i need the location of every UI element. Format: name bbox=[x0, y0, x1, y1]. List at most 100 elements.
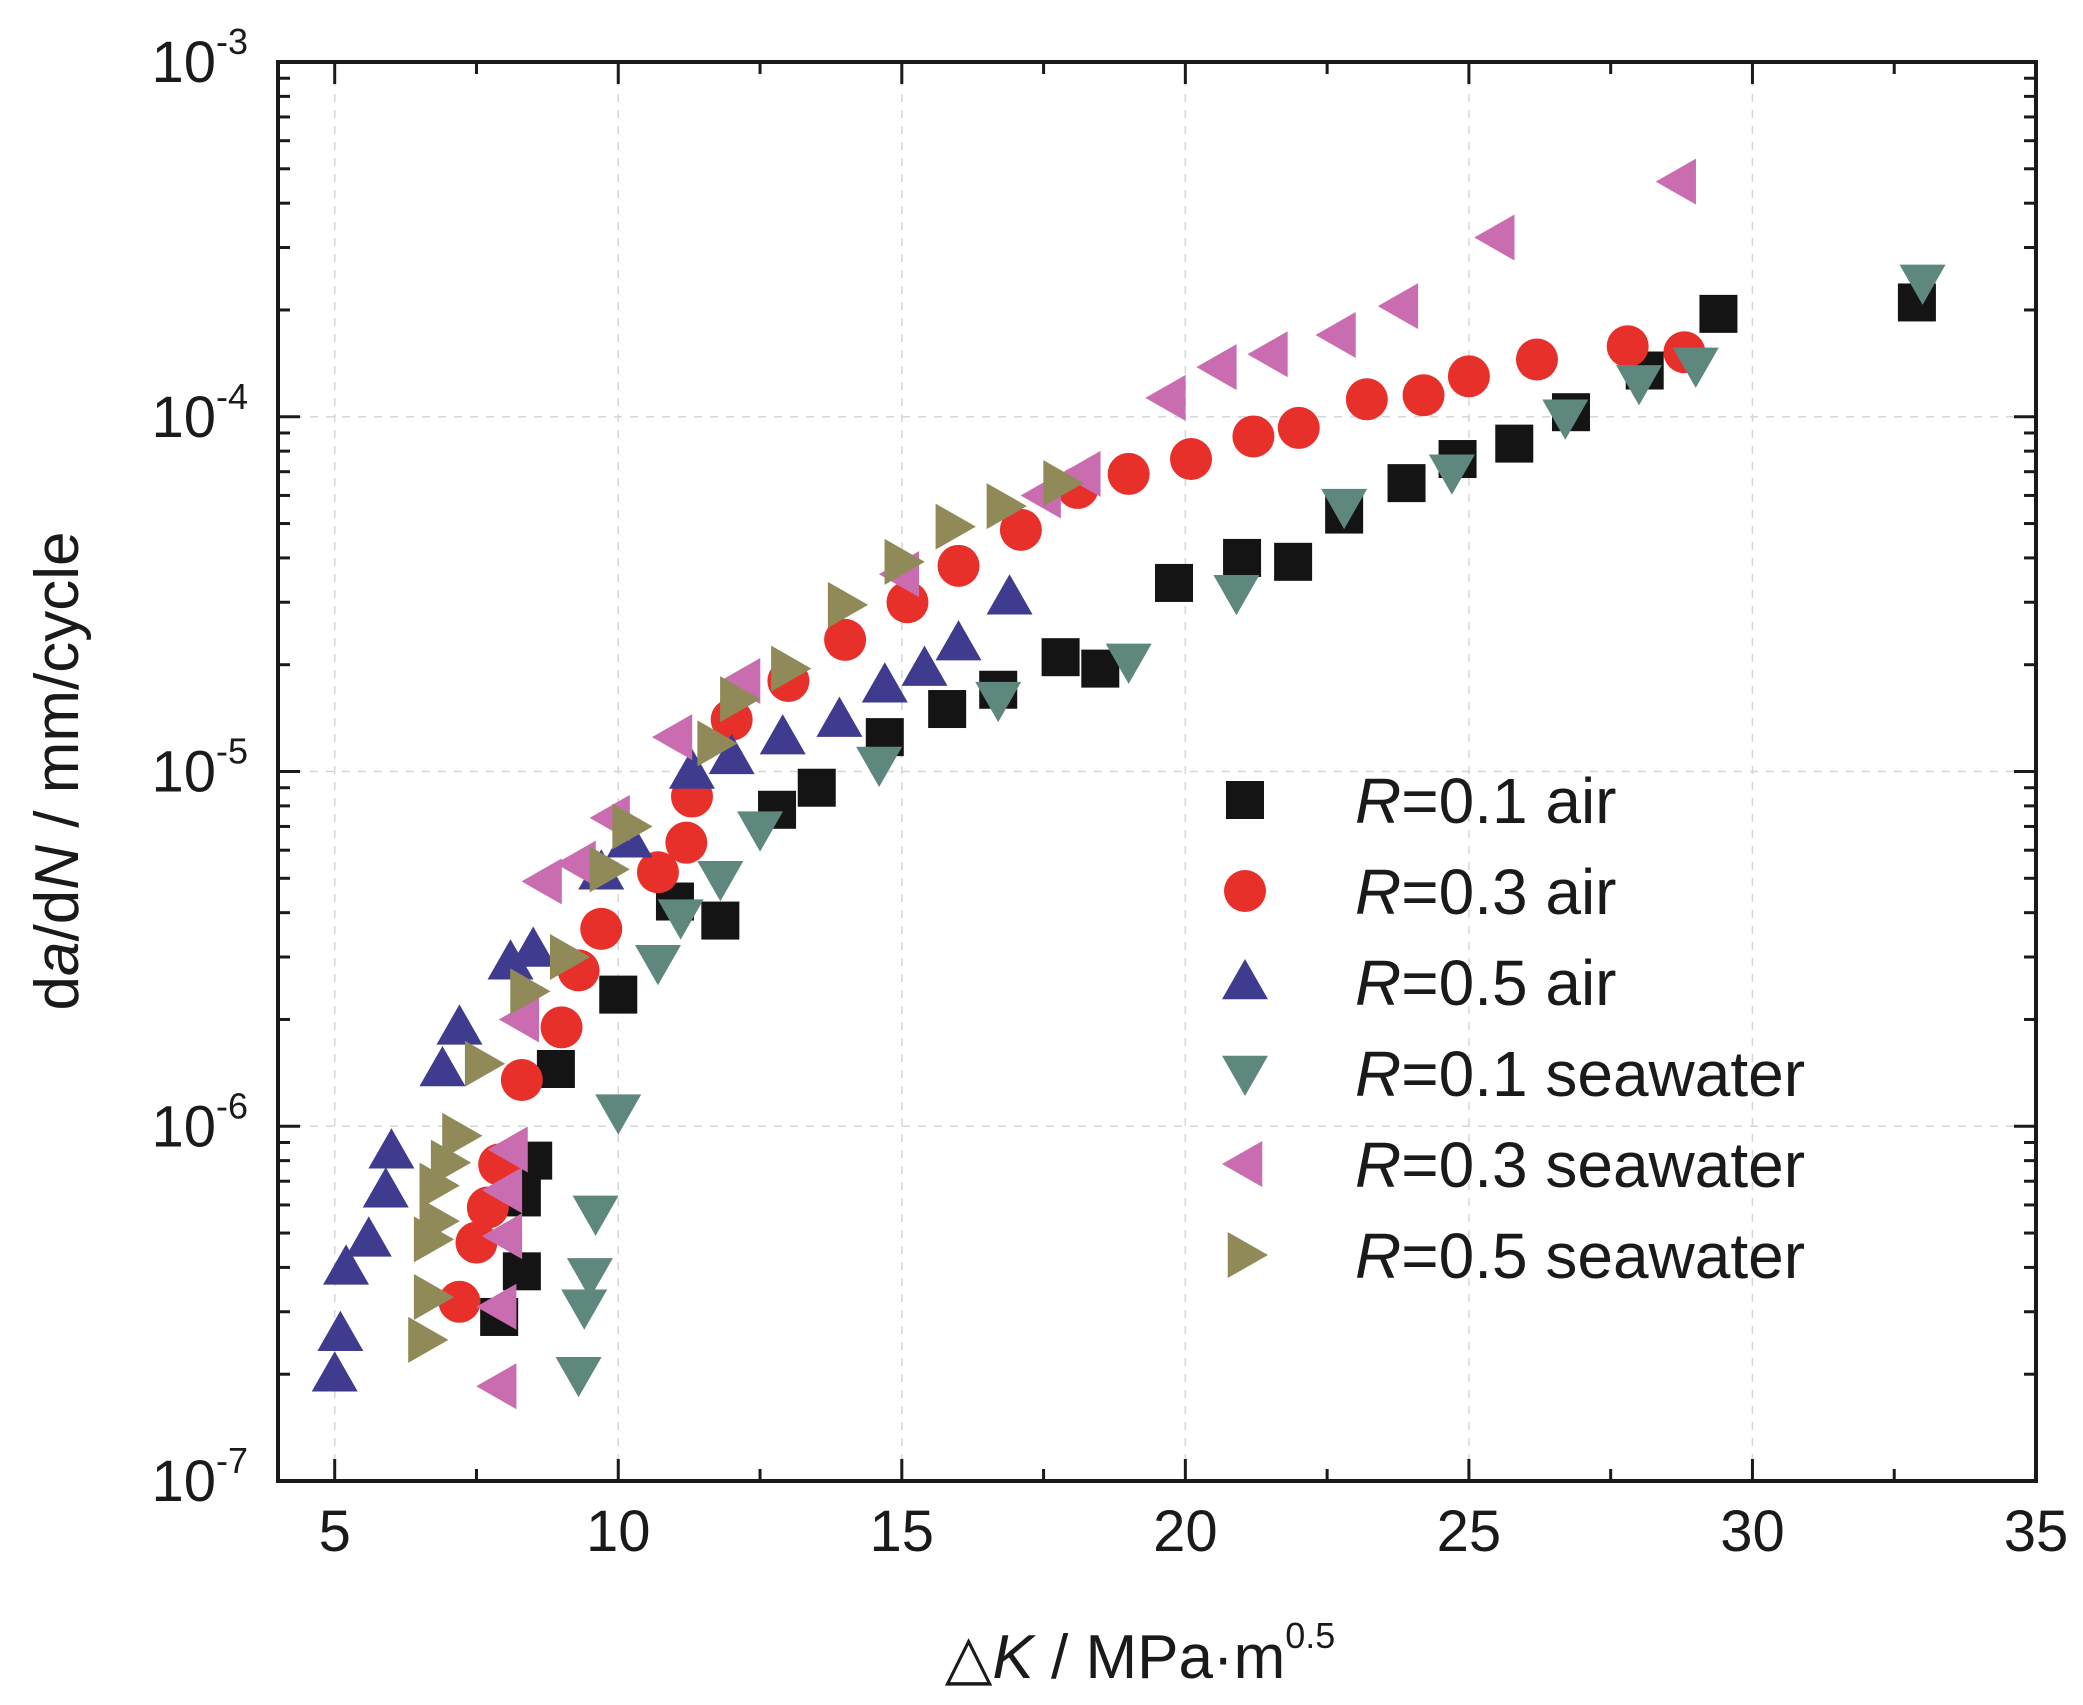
legend-label: R=0.5 seawater bbox=[1355, 1220, 1805, 1292]
data-point bbox=[1345, 378, 1388, 421]
x-tick-label: 15 bbox=[870, 1499, 935, 1564]
data-point bbox=[1606, 325, 1649, 368]
data-point bbox=[323, 1244, 370, 1285]
data-point bbox=[986, 483, 1027, 530]
data-point bbox=[500, 1059, 543, 1102]
data-point bbox=[797, 768, 836, 807]
data-point bbox=[536, 1050, 575, 1089]
data-point bbox=[1616, 365, 1663, 406]
data-point bbox=[1196, 344, 1237, 391]
data-point bbox=[1232, 415, 1275, 458]
data-point bbox=[368, 1128, 415, 1169]
data-point bbox=[521, 858, 562, 905]
legend-label: R=0.3 air bbox=[1355, 856, 1616, 928]
data-point bbox=[636, 851, 679, 894]
axis-ticks bbox=[278, 60, 2038, 1483]
data-point bbox=[1387, 464, 1426, 503]
data-point bbox=[999, 508, 1042, 551]
legend-marker bbox=[1222, 959, 1268, 1000]
data-point bbox=[935, 503, 976, 550]
data-point bbox=[487, 939, 534, 980]
data-point bbox=[651, 714, 693, 761]
data-point bbox=[540, 1006, 583, 1049]
data-point bbox=[1515, 338, 1558, 381]
data-point bbox=[928, 690, 967, 729]
data-point bbox=[701, 901, 740, 940]
data-point bbox=[697, 861, 744, 902]
legend-marker bbox=[1222, 1141, 1263, 1187]
data-point bbox=[720, 676, 761, 723]
data-points bbox=[311, 158, 1946, 1410]
data-point bbox=[1699, 294, 1738, 333]
data-point bbox=[901, 645, 948, 686]
data-point bbox=[935, 620, 982, 661]
data-point bbox=[1474, 214, 1515, 261]
data-point bbox=[759, 714, 806, 755]
data-point bbox=[1041, 638, 1080, 677]
x-tick-label: 10 bbox=[586, 1499, 651, 1564]
x-tick-label: 20 bbox=[1153, 1499, 1218, 1564]
data-point bbox=[720, 657, 761, 704]
data-point bbox=[827, 581, 869, 628]
data-point bbox=[1170, 438, 1213, 481]
data-point bbox=[455, 1221, 498, 1264]
data-point bbox=[580, 907, 623, 950]
data-point bbox=[657, 899, 704, 940]
x-tick-label: 25 bbox=[1437, 1499, 1502, 1564]
data-point bbox=[1321, 488, 1368, 530]
data-point bbox=[438, 1280, 481, 1323]
data-point bbox=[1277, 406, 1320, 449]
legend-item: R=0.3 seawater bbox=[1222, 1129, 1805, 1201]
legend-marker bbox=[1224, 870, 1266, 912]
data-point bbox=[311, 1351, 358, 1392]
data-point bbox=[737, 811, 784, 852]
data-point bbox=[1428, 454, 1475, 495]
x-tick-label: 30 bbox=[1720, 1499, 1785, 1564]
legend: R=0.1 air R=0.3 air R=0.5 air R=0.1 seawate… bbox=[1222, 765, 1805, 1292]
data-point bbox=[708, 733, 755, 775]
y-tick-label: 10-7 bbox=[151, 1440, 248, 1514]
data-point bbox=[1655, 158, 1696, 205]
data-point bbox=[549, 933, 591, 980]
y-tick-label: 10-4 bbox=[151, 376, 248, 450]
data-point bbox=[476, 1363, 517, 1410]
data-point bbox=[1145, 374, 1186, 421]
data-point bbox=[555, 840, 596, 887]
data-point bbox=[1495, 424, 1534, 463]
data-point bbox=[665, 821, 708, 864]
data-point bbox=[413, 1274, 455, 1321]
data-point bbox=[884, 538, 925, 585]
series-4 bbox=[476, 158, 1696, 1410]
data-point bbox=[1155, 563, 1194, 602]
data-point bbox=[572, 1195, 619, 1236]
data-point bbox=[1223, 538, 1262, 577]
data-point bbox=[1899, 264, 1946, 305]
data-point bbox=[612, 803, 653, 850]
legend-marker bbox=[1227, 1232, 1268, 1278]
x-axis-title: △K / MPa·m0.5 bbox=[945, 1615, 1336, 1692]
series-5 bbox=[408, 460, 1084, 1363]
data-point bbox=[1447, 355, 1490, 398]
data-point bbox=[589, 846, 630, 893]
data-point bbox=[481, 1167, 523, 1214]
legend-label: R=0.1 air bbox=[1355, 765, 1616, 837]
data-point bbox=[668, 748, 715, 789]
data-point bbox=[498, 996, 540, 1043]
data-point bbox=[697, 720, 738, 767]
data-point bbox=[1274, 542, 1313, 581]
data-point bbox=[599, 975, 638, 1014]
legend-marker bbox=[1226, 781, 1264, 819]
data-point bbox=[510, 926, 557, 967]
data-point bbox=[487, 1126, 528, 1173]
data-point bbox=[771, 645, 812, 692]
data-point bbox=[861, 662, 908, 703]
data-point bbox=[975, 681, 1022, 723]
data-point bbox=[824, 618, 867, 661]
series-2 bbox=[311, 574, 1033, 1392]
data-point bbox=[555, 1356, 602, 1398]
data-point bbox=[430, 1139, 472, 1186]
data-point bbox=[1672, 347, 1719, 388]
series-3 bbox=[555, 264, 1946, 1398]
legend-item: R=0.3 air bbox=[1224, 856, 1616, 928]
